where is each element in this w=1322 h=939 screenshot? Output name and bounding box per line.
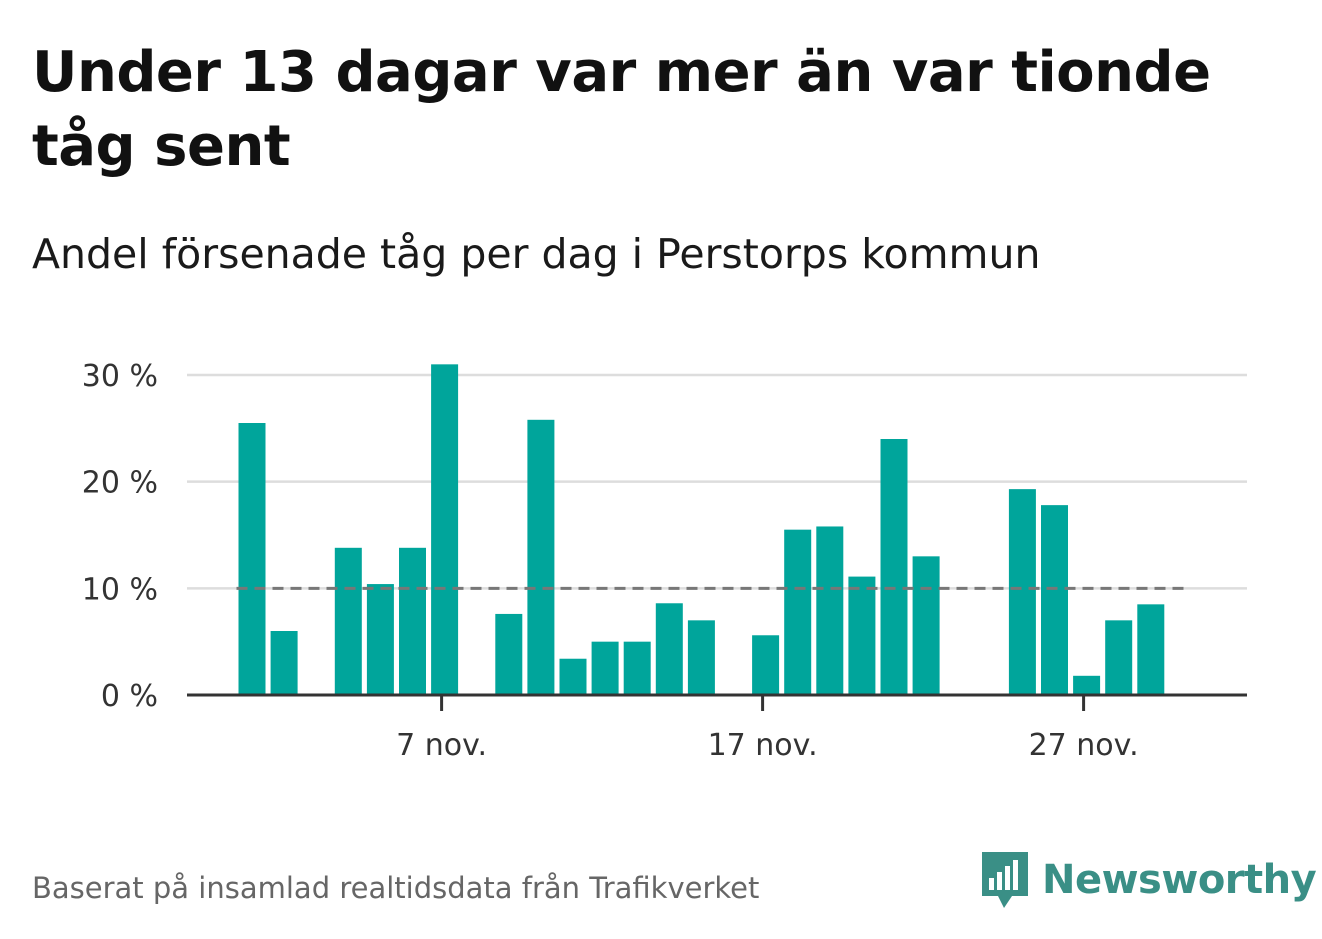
bar <box>366 584 394 695</box>
bar <box>816 526 844 695</box>
bar <box>912 556 940 695</box>
bar-chart: 0 % 10 % 20 % 30 % 7 nov. 17 nov. 27 nov. <box>82 359 1247 763</box>
axes <box>187 693 1247 711</box>
brand-name: Newsworthy <box>1042 857 1317 903</box>
bar <box>784 529 812 695</box>
y-tick-label: 20 % <box>82 466 158 501</box>
bar <box>687 620 715 695</box>
bar <box>1105 620 1133 695</box>
bar <box>431 364 459 695</box>
y-tick-label: 0 % <box>101 679 158 714</box>
y-tick-label: 10 % <box>82 572 158 607</box>
brand-logo[interactable]: Newsworthy <box>980 848 1317 912</box>
chart-subtitle: Andel försenade tåg per dag i Perstorps … <box>32 230 1041 278</box>
y-tick-label: 30 % <box>82 359 158 394</box>
bar <box>1008 489 1036 695</box>
bar <box>495 613 523 695</box>
bar <box>848 576 876 695</box>
bar <box>752 635 780 695</box>
x-tick-label: 7 nov. <box>396 728 487 763</box>
bar <box>655 603 683 695</box>
bar <box>1137 604 1165 695</box>
x-tick-label: 27 nov. <box>1029 728 1139 763</box>
bar <box>623 641 651 695</box>
bars <box>238 364 1165 695</box>
tick-labels: 0 % 10 % 20 % 30 % 7 nov. 17 nov. 27 nov. <box>82 359 1139 763</box>
bar <box>591 641 619 695</box>
chart-title: Under 13 dagar var mer än var tionde tåg… <box>32 40 1211 179</box>
bar <box>527 419 555 695</box>
bar <box>334 547 362 695</box>
bar <box>880 439 908 695</box>
bar <box>238 423 266 695</box>
x-tick-label: 17 nov. <box>708 728 818 763</box>
bar <box>399 547 426 695</box>
source-note: Baserat på insamlad realtidsdata från Tr… <box>32 871 760 905</box>
bar <box>559 658 587 695</box>
bar <box>270 631 298 695</box>
bar <box>1073 675 1101 695</box>
bar-chart-speech-bubble-icon <box>982 852 1028 908</box>
bar <box>1041 505 1068 695</box>
